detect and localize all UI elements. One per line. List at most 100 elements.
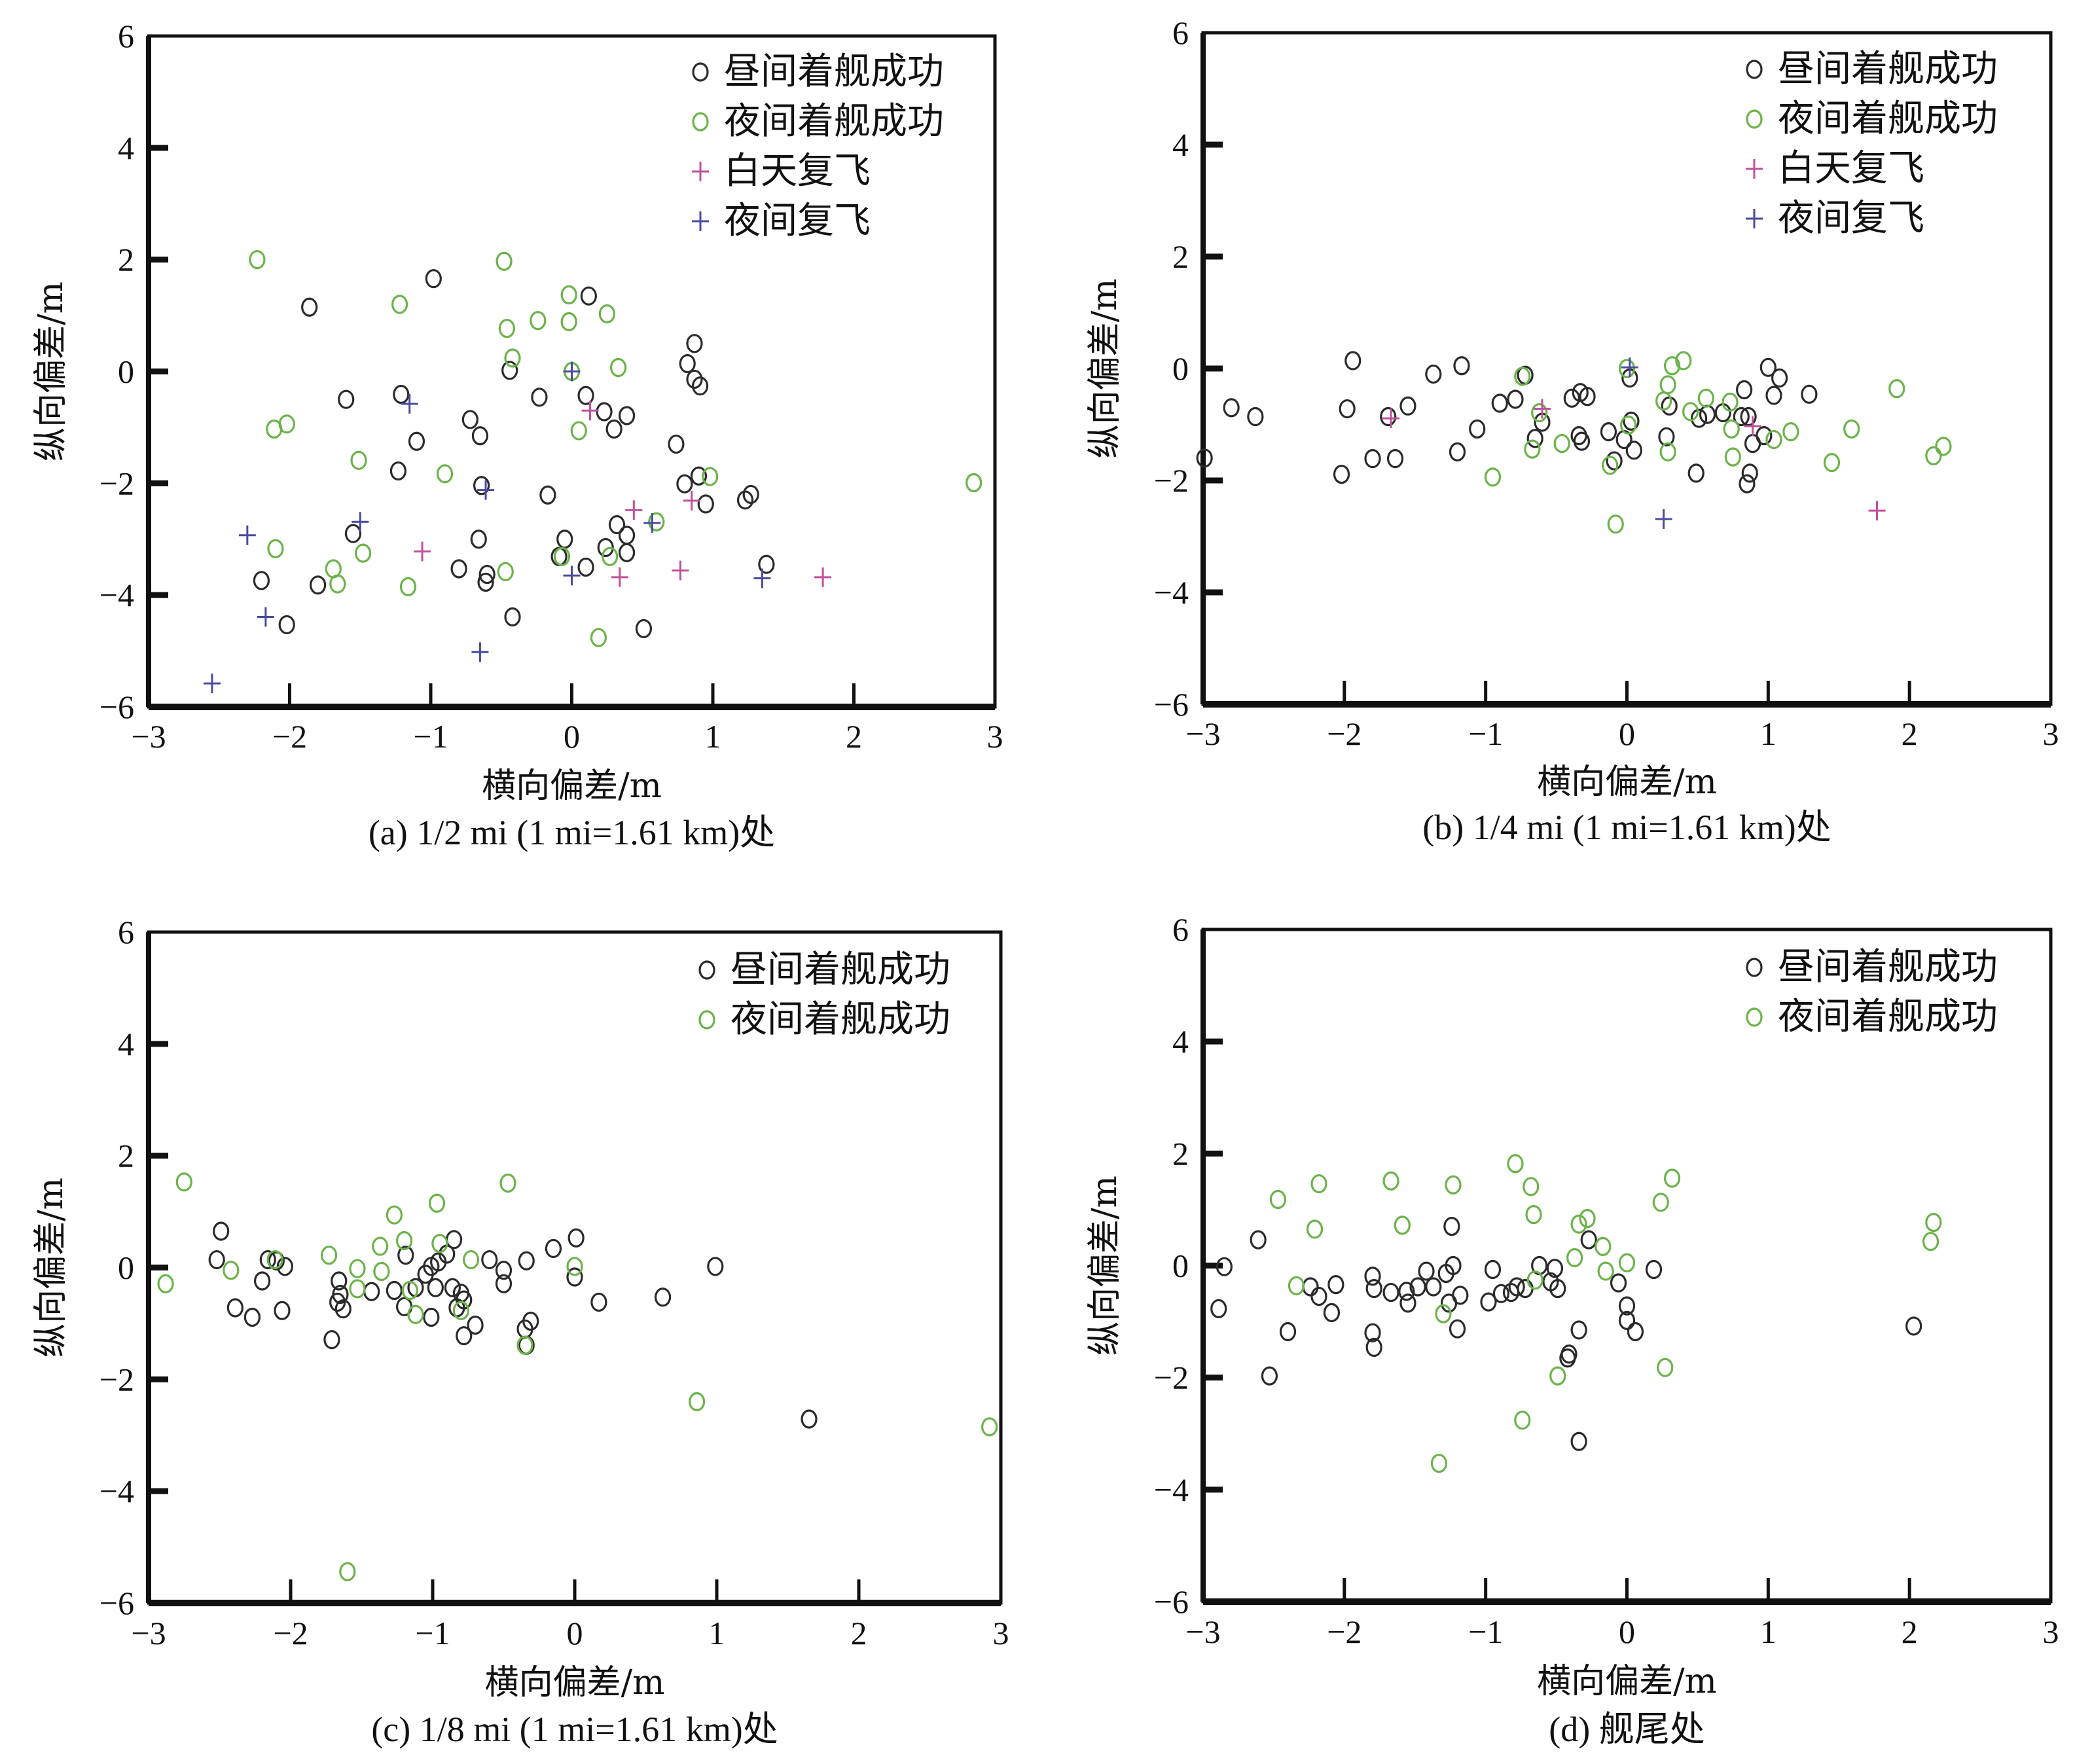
data-point — [501, 361, 518, 380]
data-point — [1741, 463, 1758, 483]
series-night-landing — [249, 250, 983, 647]
x-tick-label: −3 — [1185, 715, 1220, 752]
legend-marker-circle-icon — [698, 960, 715, 980]
data-point — [478, 564, 496, 585]
y-tick-label: −6 — [99, 1585, 134, 1621]
data-point — [1573, 431, 1591, 451]
y-tick-label: −6 — [99, 689, 134, 725]
data-point — [570, 421, 587, 441]
data-point — [1659, 375, 1676, 395]
data-point — [1525, 1205, 1542, 1225]
data-point — [477, 480, 495, 500]
y-tick-label: −4 — [1154, 1471, 1189, 1508]
data-point — [1566, 1248, 1583, 1268]
legend-label: 白天复飞 — [1778, 147, 1924, 190]
series-day-landing — [208, 1221, 818, 1429]
data-point — [1382, 408, 1400, 429]
data-point — [223, 1261, 240, 1280]
data-point — [1843, 419, 1860, 439]
data-point — [1723, 419, 1740, 439]
data-point — [462, 1250, 480, 1270]
x-tick-label: 2 — [1902, 1613, 1918, 1650]
data-point — [497, 562, 514, 581]
legend-label: 夜间着舰成功 — [1778, 98, 1998, 140]
data-point — [1399, 1293, 1416, 1313]
data-point — [1645, 1259, 1663, 1280]
data-point — [690, 466, 708, 486]
data-point — [618, 406, 636, 425]
data-point — [350, 450, 367, 470]
y-axis-title: 纵向偏差/m — [1085, 1176, 1125, 1356]
y-tick-label: 0 — [1172, 350, 1189, 387]
y-tick-label: −6 — [1154, 1583, 1189, 1620]
data-point — [498, 319, 515, 338]
data-point — [1514, 367, 1531, 386]
data-point — [1736, 380, 1753, 400]
x-tick-label: −3 — [131, 1615, 166, 1651]
data-point — [556, 530, 573, 549]
data-point — [266, 1250, 283, 1270]
data-point — [393, 384, 410, 405]
legend-marker-circle-icon — [1746, 60, 1763, 79]
data-point — [1333, 464, 1350, 484]
series-night-waveoff — [1621, 357, 1672, 529]
x-tick-label: −1 — [413, 718, 448, 755]
legend-marker-plus-icon — [1746, 159, 1763, 179]
data-point — [1524, 439, 1541, 459]
data-point — [499, 1173, 516, 1193]
data-point — [1600, 422, 1617, 442]
panel-caption: (c) 1/8 mi (1 mi=1.61 km)处 — [371, 1710, 778, 1749]
data-point — [516, 1335, 533, 1355]
data-point — [352, 512, 369, 532]
data-point — [1288, 1276, 1305, 1295]
data-point — [1771, 368, 1788, 388]
data-point — [363, 1282, 380, 1301]
x-tick-label: −1 — [415, 1615, 450, 1651]
data-point — [1492, 1284, 1510, 1303]
data-point — [648, 512, 665, 531]
series-day-landing — [253, 269, 775, 639]
data-point — [1553, 433, 1570, 454]
y-axis-title: 纵向偏差/m — [1085, 279, 1125, 459]
data-point — [408, 431, 425, 451]
data-point — [1682, 402, 1699, 422]
data-point — [495, 1261, 513, 1280]
data-point — [531, 387, 548, 407]
data-point — [530, 311, 547, 331]
data-point — [1453, 356, 1470, 376]
data-point — [697, 494, 714, 514]
data-point — [1302, 1277, 1319, 1297]
data-point — [386, 1205, 403, 1225]
data-point — [643, 513, 661, 533]
data-point — [1364, 1267, 1381, 1286]
data-point — [1380, 406, 1397, 427]
data-point — [1247, 406, 1264, 427]
data-point — [238, 525, 256, 545]
data-point — [428, 1193, 446, 1213]
data-point — [1364, 449, 1381, 469]
data-point — [683, 490, 700, 511]
y-tick-label: 4 — [1172, 126, 1189, 163]
data-point — [301, 297, 318, 317]
data-point — [568, 1228, 585, 1248]
data-point — [618, 543, 636, 562]
data-point — [349, 1259, 366, 1278]
legend-marker-plus-icon — [1746, 209, 1763, 228]
y-tick-label: 4 — [118, 1026, 134, 1062]
data-point — [981, 1417, 998, 1437]
data-point — [1782, 422, 1799, 442]
data-point — [814, 567, 832, 587]
data-point — [504, 348, 521, 368]
data-point — [1364, 1323, 1381, 1342]
data-point — [1327, 1274, 1344, 1295]
legend-label: 夜间复飞 — [1778, 197, 1924, 240]
data-point — [425, 269, 442, 289]
data-point — [1580, 1230, 1597, 1250]
data-point — [278, 615, 295, 635]
data-point — [1310, 1286, 1327, 1306]
data-point — [577, 386, 594, 405]
data-point — [1517, 1278, 1534, 1299]
x-tick-label: −2 — [1327, 1613, 1362, 1650]
data-point — [391, 295, 408, 314]
